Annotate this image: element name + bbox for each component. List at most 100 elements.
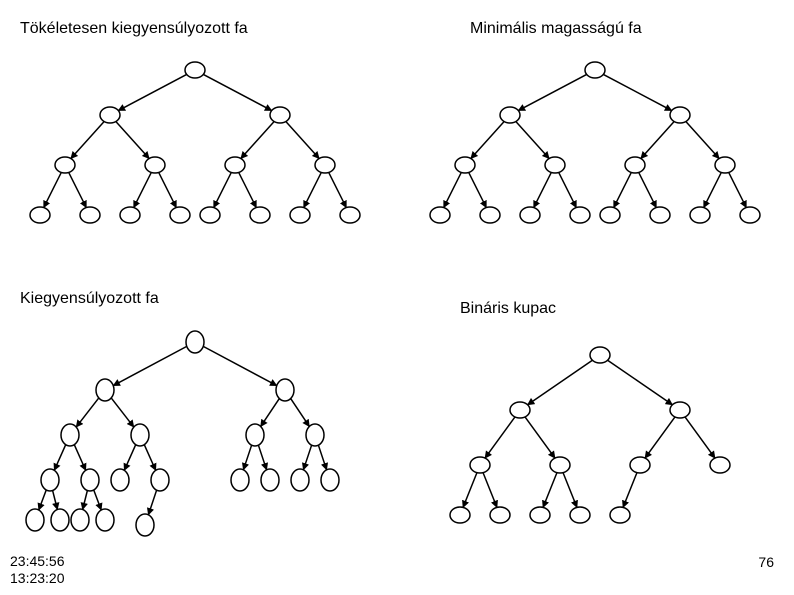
timestamp-1: 23:45:56 [10, 553, 65, 570]
tree-node [470, 457, 490, 473]
tree-node [545, 157, 565, 173]
title-top-right: Minimális magasságú fa [470, 20, 642, 38]
tree-node [690, 207, 710, 223]
tree-balanced [10, 320, 380, 550]
tree-edge [704, 172, 722, 207]
tree-binary-heap [410, 330, 780, 560]
tree-edge [469, 172, 487, 207]
tree-node [96, 379, 114, 401]
tree-edge [525, 417, 555, 458]
tree-edge [124, 445, 135, 471]
tree-node [61, 424, 79, 446]
tree-node [500, 107, 520, 123]
title-bottom-left: Kiegyensúlyozott fa [20, 290, 159, 308]
tree-edge [53, 491, 58, 510]
tree-node [111, 469, 129, 491]
tree-edge [639, 172, 657, 207]
tree-node [250, 207, 270, 223]
tree-edge [291, 399, 310, 427]
tree-edge [318, 445, 326, 470]
tree-edge [118, 74, 186, 110]
tree-edge [261, 399, 280, 427]
tree-edge [144, 445, 155, 471]
tree-edge [559, 172, 577, 207]
tree-edge [74, 445, 85, 471]
tree-edge [471, 121, 504, 158]
tree-node [276, 379, 294, 401]
tree-edge [203, 74, 271, 110]
tree-node [51, 509, 69, 531]
tree-node [270, 107, 290, 123]
tree-edge [303, 445, 311, 470]
tree-edge [134, 172, 152, 207]
tree-edge [258, 445, 266, 470]
tree-node [246, 424, 264, 446]
tree-edge [148, 490, 156, 515]
tree-edge [94, 490, 102, 510]
tree-node [145, 157, 165, 173]
tree-node [55, 157, 75, 173]
tree-edge [729, 172, 747, 207]
tree-node [670, 107, 690, 123]
tree-edge [614, 172, 632, 207]
tree-edge [241, 121, 274, 158]
tree-node [151, 469, 169, 491]
tree-edge [528, 360, 593, 405]
tree-edge [203, 346, 277, 385]
tree-edge [444, 172, 462, 207]
tree-node [291, 469, 309, 491]
tree-node [306, 424, 324, 446]
tree-node [430, 207, 450, 223]
tree-node [340, 207, 360, 223]
tree-node [136, 514, 154, 536]
tree-edge [286, 121, 319, 158]
tree-min-height [410, 50, 780, 270]
tree-edge [44, 172, 62, 207]
tree-node [321, 469, 339, 491]
tree-edge [645, 417, 675, 458]
tree-edge [304, 172, 322, 207]
tree-node [550, 457, 570, 473]
tree-edge [71, 121, 104, 158]
tree-node [710, 457, 730, 473]
tree-edge [623, 473, 637, 508]
tree-node [315, 157, 335, 173]
tree-node [120, 207, 140, 223]
tree-edge [685, 417, 715, 458]
tree-edge [54, 445, 65, 471]
tree-node [480, 207, 500, 223]
tree-edge [543, 473, 557, 508]
tree-node [630, 457, 650, 473]
tree-edge [39, 490, 47, 510]
tree-node [490, 507, 510, 523]
tree-edge [603, 74, 671, 110]
tree-node [570, 507, 590, 523]
timestamp-2: 13:23:20 [10, 570, 65, 587]
tree-node [80, 207, 100, 223]
tree-node [520, 207, 540, 223]
tree-edge [563, 473, 577, 508]
tree-node [450, 507, 470, 523]
tree-edge [76, 398, 99, 427]
tree-node [510, 402, 530, 418]
page-number: 76 [758, 554, 774, 570]
tree-node [530, 507, 550, 523]
title-top-left: Tökéletesen kiegyensúlyozott fa [20, 20, 248, 38]
tree-edge [329, 172, 347, 207]
tree-node [625, 157, 645, 173]
tree-edge [159, 172, 177, 207]
tree-edge [83, 491, 88, 510]
tree-edge [686, 121, 719, 158]
tree-node [261, 469, 279, 491]
tree-edge [463, 473, 477, 508]
tree-edge [111, 398, 134, 427]
tree-node [715, 157, 735, 173]
tree-node [225, 157, 245, 173]
tree-node [185, 62, 205, 78]
tree-perfectly-balanced [10, 50, 380, 270]
tree-node [570, 207, 590, 223]
tree-node [455, 157, 475, 173]
tree-node [600, 207, 620, 223]
tree-edge [239, 172, 257, 207]
tree-node [131, 424, 149, 446]
